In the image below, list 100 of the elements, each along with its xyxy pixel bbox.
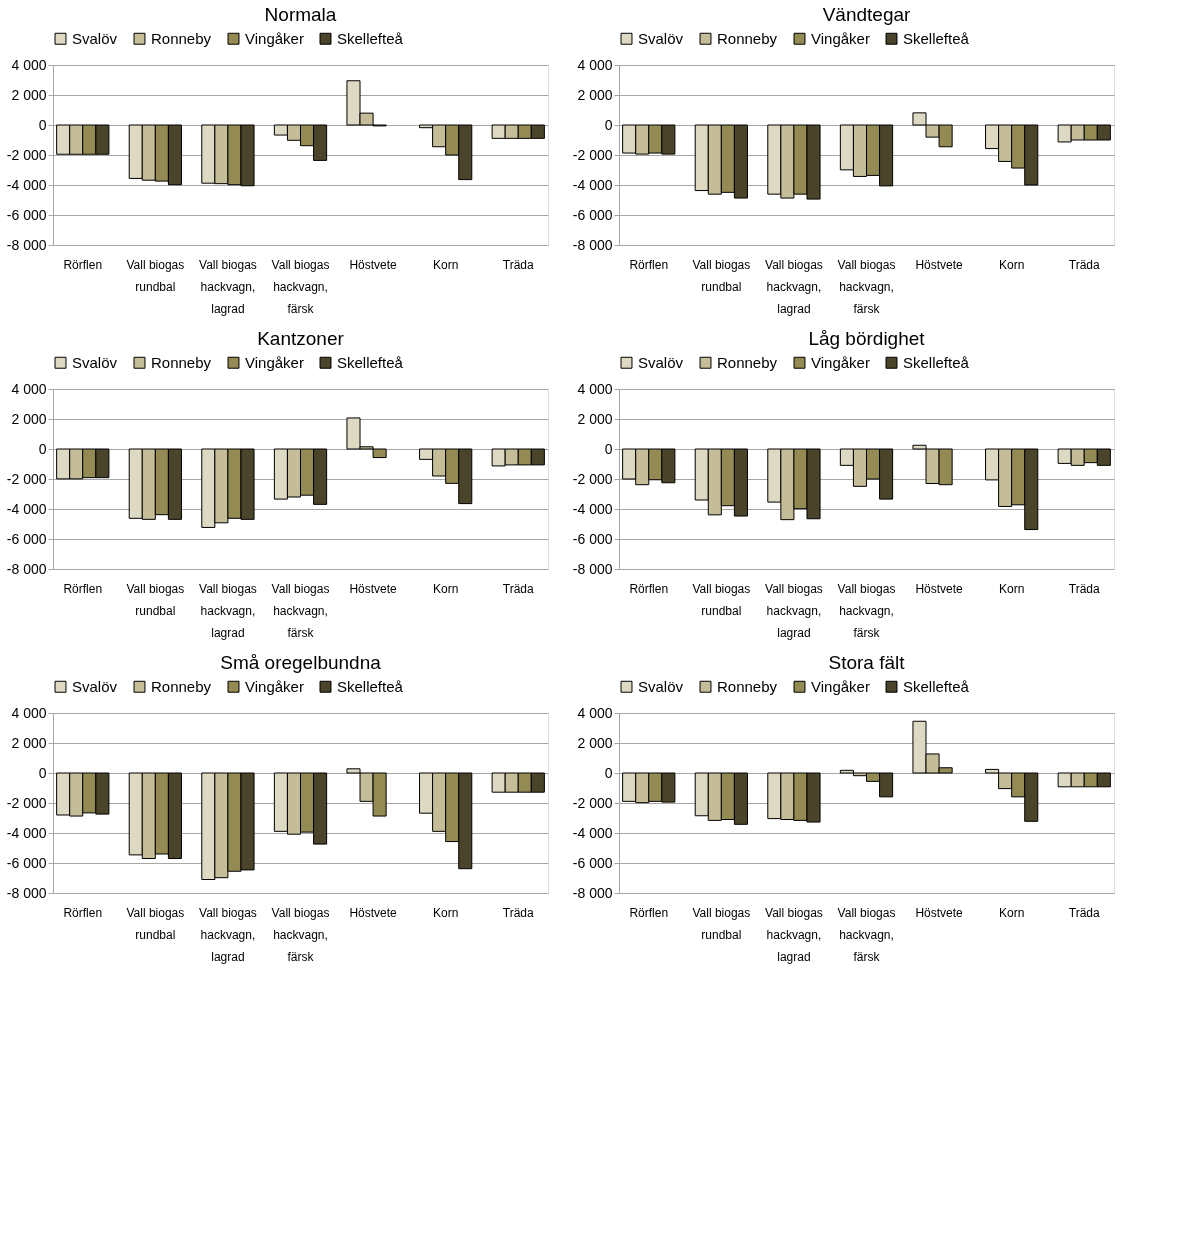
y-tick-label: -8 000 — [6, 884, 47, 901]
y-tick-label: 4 000 — [11, 380, 47, 397]
x-tick-label: Korn — [998, 905, 1025, 920]
y-tick-label: 2 000 — [11, 734, 47, 751]
x-tick-label: Vall biogas hackvagn, färsk — [271, 257, 330, 316]
x-tick-label: Vall biogas hackvagn, lagrad — [199, 581, 257, 640]
x-tick-label: Korn — [432, 905, 459, 920]
legend-label: Vingåker — [811, 29, 870, 47]
legend-label: Svalöv — [72, 29, 118, 47]
y-tick-label: 4 000 — [11, 704, 47, 721]
x-tick-label: Höstvete — [349, 905, 398, 920]
legend-label: Ronneby — [151, 677, 212, 695]
y-tick-label: 4 000 — [577, 704, 613, 721]
y-tick-label: 2 000 — [577, 410, 613, 427]
legend-label: Svalöv — [638, 29, 684, 47]
legend-label: Svalöv — [638, 353, 684, 371]
y-tick-label: -2 000 — [6, 470, 47, 487]
x-tick-label: Vall biogas rundbal — [126, 257, 185, 294]
y-tick-label: 4 000 — [577, 380, 613, 397]
legend-label: Skellefteå — [337, 677, 404, 695]
legend-label: Ronneby — [151, 29, 212, 47]
legend-label: Vingåker — [245, 353, 304, 371]
x-tick-label: Korn — [998, 581, 1025, 596]
legend-label: Vingåker — [811, 353, 870, 371]
y-tick-label: -2 000 — [572, 470, 613, 487]
x-tick-label: Rörflen — [629, 581, 669, 596]
x-tick-label: Höstvete — [349, 581, 398, 596]
legend-label: Svalöv — [72, 353, 118, 371]
y-tick-label: -4 000 — [572, 824, 613, 841]
chart-title: Normala — [264, 4, 337, 25]
y-tick-label: -2 000 — [6, 146, 47, 163]
x-tick-label: Träda — [1068, 905, 1101, 920]
y-tick-label: -4 000 — [6, 176, 47, 193]
chart-title: Stora fält — [828, 652, 906, 673]
x-tick-label: Höstvete — [915, 581, 964, 596]
legend-label: Ronneby — [717, 677, 778, 695]
x-tick-label: Vall biogas hackvagn, lagrad — [765, 581, 823, 640]
legend-label: Vingåker — [245, 677, 304, 695]
x-tick-label: Vall biogas hackvagn, färsk — [837, 257, 896, 316]
x-tick-label: Träda — [1068, 581, 1101, 596]
x-tick-label: Höstvete — [915, 905, 964, 920]
chart-title: Vändtegar — [822, 4, 912, 25]
y-tick-label: 0 — [604, 440, 613, 457]
y-tick-label: -6 000 — [572, 206, 613, 223]
legend-label: Vingåker — [811, 677, 870, 695]
x-tick-label: Vall biogas rundbal — [126, 905, 185, 942]
y-tick-label: 4 000 — [577, 56, 613, 73]
legend-label: Ronneby — [717, 353, 778, 371]
y-tick-label: -6 000 — [572, 530, 613, 547]
x-tick-label: Korn — [432, 581, 459, 596]
y-tick-label: -8 000 — [572, 236, 613, 253]
y-tick-label: -6 000 — [572, 854, 613, 871]
x-tick-label: Korn — [432, 257, 459, 272]
legend-label: Skellefteå — [337, 353, 404, 371]
legend-label: Skellefteå — [903, 353, 970, 371]
y-tick-label: 4 000 — [11, 56, 47, 73]
x-tick-label: Vall biogas rundbal — [692, 257, 751, 294]
y-tick-label: -6 000 — [6, 206, 47, 223]
y-tick-label: 0 — [38, 764, 47, 781]
y-tick-label: 2 000 — [11, 410, 47, 427]
x-tick-label: Vall biogas hackvagn, färsk — [271, 905, 330, 964]
y-tick-label: -2 000 — [572, 146, 613, 163]
x-tick-label: Rörflen — [63, 581, 103, 596]
y-tick-label: -8 000 — [572, 884, 613, 901]
chart-title: Kantzoner — [257, 328, 345, 349]
chart-title: Låg bördighet — [808, 328, 926, 349]
y-tick-label: -4 000 — [572, 500, 613, 517]
y-tick-label: -2 000 — [6, 794, 47, 811]
legend-label: Svalöv — [72, 677, 118, 695]
x-tick-label: Vall biogas hackvagn, lagrad — [199, 257, 257, 316]
y-tick-label: 0 — [604, 764, 613, 781]
x-tick-label: Vall biogas hackvagn, lagrad — [765, 905, 823, 964]
y-tick-label: 0 — [604, 116, 613, 133]
x-tick-label: Träda — [502, 257, 535, 272]
legend-label: Skellefteå — [337, 29, 404, 47]
legend-label: Ronneby — [151, 353, 212, 371]
x-tick-label: Vall biogas hackvagn, färsk — [837, 581, 896, 640]
legend-label: Skellefteå — [903, 677, 970, 695]
y-tick-label: -6 000 — [6, 854, 47, 871]
x-tick-label: Vall biogas hackvagn, lagrad — [765, 257, 823, 316]
x-tick-label: Vall biogas rundbal — [692, 905, 751, 942]
y-tick-label: -8 000 — [6, 236, 47, 253]
x-tick-label: Vall biogas rundbal — [126, 581, 185, 618]
x-tick-label: Vall biogas rundbal — [692, 581, 751, 618]
y-tick-label: -4 000 — [6, 824, 47, 841]
y-tick-label: -8 000 — [6, 560, 47, 577]
legend-label: Svalöv — [638, 677, 684, 695]
x-tick-label: Rörflen — [63, 905, 103, 920]
y-tick-label: -4 000 — [6, 500, 47, 517]
x-tick-label: Höstvete — [349, 257, 398, 272]
legend-label: Ronneby — [717, 29, 778, 47]
y-tick-label: 2 000 — [577, 734, 613, 751]
x-tick-label: Vall biogas hackvagn, lagrad — [199, 905, 257, 964]
x-tick-label: Vall biogas hackvagn, färsk — [837, 905, 896, 964]
x-tick-label: Korn — [998, 257, 1025, 272]
x-tick-label: Vall biogas hackvagn, färsk — [271, 581, 330, 640]
x-tick-label: Träda — [1068, 257, 1101, 272]
y-tick-label: 2 000 — [11, 86, 47, 103]
x-tick-label: Träda — [502, 905, 535, 920]
y-tick-label: -2 000 — [572, 794, 613, 811]
